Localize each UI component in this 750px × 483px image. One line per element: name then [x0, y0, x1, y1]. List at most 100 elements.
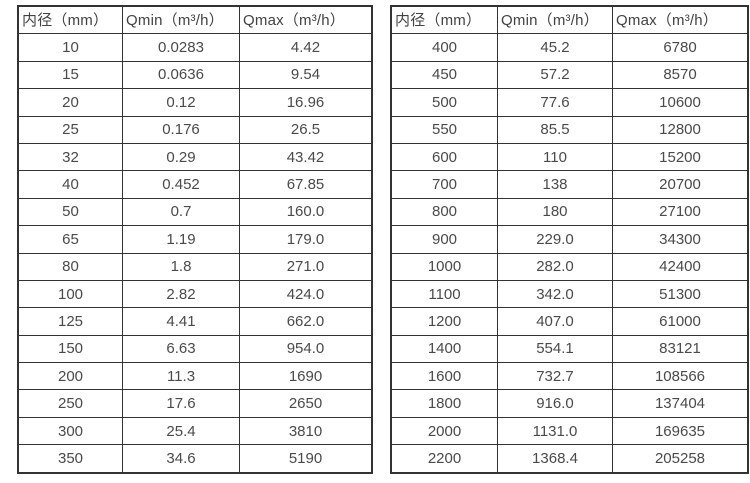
table-cell: 0.12	[122, 88, 240, 117]
table-cell: 954.0	[239, 334, 373, 364]
table-cell: 26.5	[239, 115, 373, 144]
table-cell: 150	[17, 334, 123, 364]
table-cell: 205258	[612, 444, 749, 474]
table-cell: 20	[17, 88, 123, 117]
table-cell: 0.0283	[122, 33, 240, 62]
table-cell: 2650	[239, 389, 373, 418]
table-row: 100 2.82 424.0	[17, 279, 373, 309]
table-cell: 34.6	[122, 444, 240, 474]
table-cell: 0.452	[122, 170, 240, 199]
table-row: 700 138 20700	[390, 170, 749, 199]
table-cell: 2200	[390, 444, 498, 474]
table-cell: 732.7	[497, 362, 613, 391]
table-row: 300 25.4 3810	[17, 416, 373, 446]
table-cell: 550	[390, 115, 498, 144]
table-cell: 554.1	[497, 334, 613, 364]
table-row: 25 0.176 26.5	[17, 115, 373, 144]
table-cell: 179.0	[239, 225, 373, 254]
table-cell: 27100	[612, 197, 749, 227]
table-row: 1400 554.1 83121	[390, 334, 749, 364]
table-cell: 282.0	[497, 252, 613, 281]
table-row: 80 1.8 271.0	[17, 252, 373, 281]
table-row: 20 0.12 16.96	[17, 88, 373, 117]
table-cell: 51300	[612, 279, 749, 309]
table-cell: 50	[17, 197, 123, 227]
table-row: 200 11.3 1690	[17, 362, 373, 391]
table-row: 350 34.6 5190	[17, 444, 373, 474]
table-row: 600 110 15200	[390, 142, 749, 172]
header-row: 内径（mm） Qmin（m³/h） Qmax（m³/h）	[17, 5, 373, 35]
table-cell: 34300	[612, 225, 749, 254]
table-cell: 20700	[612, 170, 749, 199]
table-cell: 5190	[239, 444, 373, 474]
column-header: 内径（mm）	[17, 5, 123, 35]
table-cell: 65	[17, 225, 123, 254]
table-cell: 15200	[612, 142, 749, 172]
flow-table-large-diameters: 内径（mm） Qmin（m³/h） Qmax（m³/h） 400 45.2 6780 450…	[390, 5, 749, 474]
table-row: 500 77.6 10600	[390, 88, 749, 117]
table-row: 1800 916.0 137404	[390, 389, 749, 418]
table-cell: 138	[497, 170, 613, 199]
table-row: 800 180 27100	[390, 197, 749, 227]
table-cell: 61000	[612, 307, 749, 336]
flow-table-small-diameters: 内径（mm） Qmin（m³/h） Qmax（m³/h） 10 0.0283 4.42 15…	[17, 5, 373, 474]
table-row: 125 4.41 662.0	[17, 307, 373, 336]
table-cell: 2000	[390, 416, 498, 446]
table-cell: 77.6	[497, 88, 613, 117]
table-cell: 271.0	[239, 252, 373, 281]
table-cell: 450	[390, 60, 498, 90]
table-cell: 67.85	[239, 170, 373, 199]
table-cell: 1100	[390, 279, 498, 309]
table-cell: 25.4	[122, 416, 240, 446]
column-header: Qmax（m³/h）	[612, 5, 749, 35]
table-cell: 11.3	[122, 362, 240, 391]
table-cell: 15	[17, 60, 123, 90]
table-cell: 0.29	[122, 142, 240, 172]
table-cell: 4.42	[239, 33, 373, 62]
table-row: 1100 342.0 51300	[390, 279, 749, 309]
table-cell: 80	[17, 252, 123, 281]
table-cell: 1690	[239, 362, 373, 391]
table-row: 1200 407.0 61000	[390, 307, 749, 336]
table-cell: 916.0	[497, 389, 613, 418]
table-cell: 42400	[612, 252, 749, 281]
table-cell: 160.0	[239, 197, 373, 227]
table-cell: 45.2	[497, 33, 613, 62]
table-cell: 662.0	[239, 307, 373, 336]
table-row: 550 85.5 12800	[390, 115, 749, 144]
table-row: 32 0.29 43.42	[17, 142, 373, 172]
table-cell: 1400	[390, 334, 498, 364]
table-cell: 600	[390, 142, 498, 172]
table-cell: 100	[17, 279, 123, 309]
table-cell: 350	[17, 444, 123, 474]
table-row: 400 45.2 6780	[390, 33, 749, 62]
table-row: 40 0.452 67.85	[17, 170, 373, 199]
table-cell: 342.0	[497, 279, 613, 309]
table-cell: 400	[390, 33, 498, 62]
table-cell: 0.0636	[122, 60, 240, 90]
table-cell: 1600	[390, 362, 498, 391]
table-cell: 0.7	[122, 197, 240, 227]
table-cell: 180	[497, 197, 613, 227]
table-cell: 1368.4	[497, 444, 613, 474]
table-cell: 900	[390, 225, 498, 254]
table-cell: 12800	[612, 115, 749, 144]
table-cell: 125	[17, 307, 123, 336]
table-cell: 1000	[390, 252, 498, 281]
table-cell: 700	[390, 170, 498, 199]
table-cell: 83121	[612, 334, 749, 364]
table-cell: 300	[17, 416, 123, 446]
table-row: 15 0.0636 9.54	[17, 60, 373, 90]
table-cell: 1.19	[122, 225, 240, 254]
table-cell: 10600	[612, 88, 749, 117]
table-cell: 169635	[612, 416, 749, 446]
table-cell: 1131.0	[497, 416, 613, 446]
table-cell: 110	[497, 142, 613, 172]
table-cell: 10	[17, 33, 123, 62]
table-row: 65 1.19 179.0	[17, 225, 373, 254]
table-cell: 43.42	[239, 142, 373, 172]
table-cell: 6.63	[122, 334, 240, 364]
table-cell: 407.0	[497, 307, 613, 336]
table-cell: 6780	[612, 33, 749, 62]
table-cell: 229.0	[497, 225, 613, 254]
